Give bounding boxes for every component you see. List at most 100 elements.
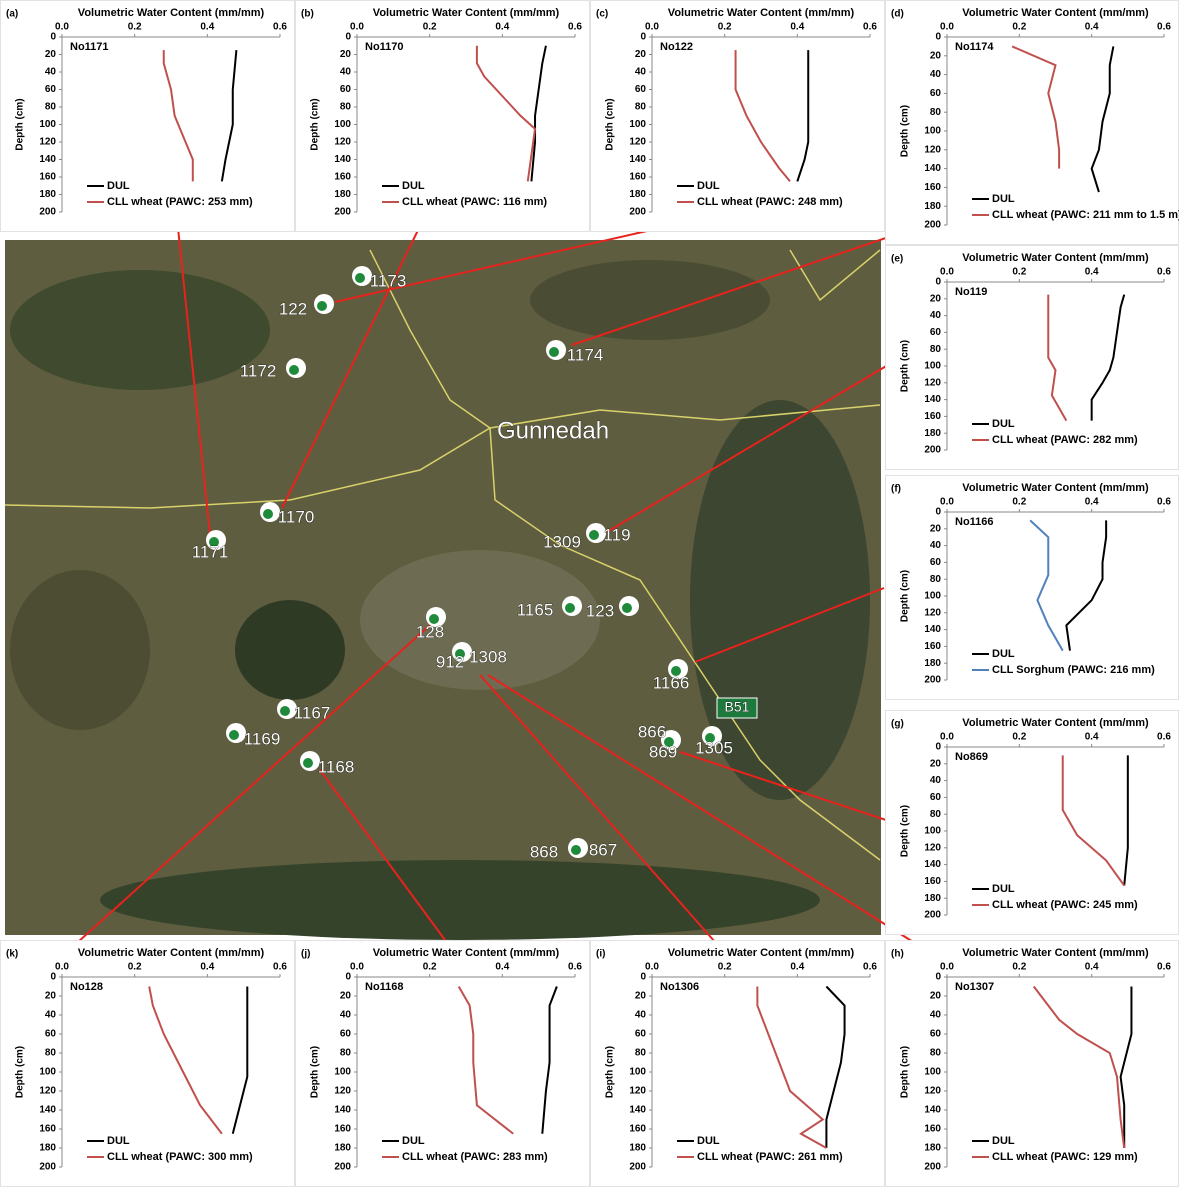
y-tick-label: 100	[39, 119, 56, 130]
y-tick-label: 60	[930, 88, 942, 99]
y-tick-label: 0	[50, 972, 56, 983]
site-marker-dot	[622, 603, 632, 613]
site-marker-dot	[263, 509, 273, 519]
site-label: No869	[955, 751, 988, 763]
legend-label: DUL	[107, 1135, 130, 1147]
site-marker-dot	[280, 706, 290, 716]
x-tick-label: 0.6	[1157, 497, 1171, 508]
x-tick-label: 0.2	[128, 22, 142, 33]
y-tick-label: 40	[45, 67, 57, 78]
y-tick-label: 40	[930, 1010, 942, 1021]
panel-letter: (i)	[596, 949, 605, 960]
chart-title: Volumetric Water Content (mm/mm)	[373, 7, 560, 19]
x-tick-label: 0.6	[863, 22, 877, 33]
chart-panel: (d)Volumetric Water Content (mm/mm)No117…	[886, 1, 1179, 245]
y-tick-label: 120	[629, 137, 646, 148]
y-tick-label: 120	[39, 137, 56, 148]
x-tick-label: 0.0	[940, 962, 954, 973]
panel-letter: (f)	[891, 484, 901, 495]
y-axis-label: Depth (cm)	[15, 98, 26, 150]
x-tick-label: 0.0	[350, 22, 364, 33]
legend-label: DUL	[402, 180, 425, 192]
y-tick-label: 100	[924, 591, 941, 602]
terrain	[10, 270, 270, 390]
x-tick-label: 0.0	[350, 962, 364, 973]
y-axis-label: Depth (cm)	[605, 1046, 616, 1098]
x-tick-label: 0.2	[718, 22, 732, 33]
y-tick-label: 160	[39, 1124, 56, 1135]
y-tick-label: 140	[924, 859, 941, 870]
legend-label: CLL wheat (PAWC: 245 mm)	[992, 899, 1138, 911]
panel-letter: (j)	[301, 949, 310, 960]
x-tick-label: 0.2	[1012, 732, 1026, 743]
site-label: No1166	[955, 516, 994, 528]
site-label: 1166	[653, 673, 690, 692]
panel-letter: (g)	[891, 719, 904, 730]
x-tick-label: 0.4	[1085, 962, 1099, 973]
y-tick-label: 160	[924, 641, 941, 652]
y-tick-label: 200	[924, 910, 941, 921]
chart-panel: (k)Volumetric Water Content (mm/mm)No128…	[1, 941, 295, 1187]
y-tick-label: 80	[340, 102, 352, 113]
y-tick-label: 80	[635, 102, 647, 113]
site-label: No1170	[365, 41, 404, 53]
site-marker-dot	[229, 730, 239, 740]
panel-letter: (e)	[891, 254, 903, 265]
y-tick-label: 180	[924, 1143, 941, 1154]
legend-label: CLL Sorghum (PAWC: 216 mm)	[992, 664, 1155, 676]
y-axis-label: Depth (cm)	[15, 1046, 26, 1098]
chart-title: Volumetric Water Content (mm/mm)	[78, 947, 265, 959]
site-label: No1168	[365, 981, 404, 993]
y-tick-label: 40	[635, 67, 647, 78]
y-tick-label: 140	[629, 154, 646, 165]
y-tick-label: 100	[39, 1067, 56, 1078]
x-tick-label: 0.4	[200, 962, 214, 973]
y-tick-label: 60	[45, 84, 57, 95]
site-label: 1305	[695, 738, 733, 757]
x-tick-label: 0.0	[645, 962, 659, 973]
y-tick-label: 100	[924, 361, 941, 372]
legend-label: DUL	[992, 193, 1015, 205]
y-tick-label: 40	[340, 67, 352, 78]
site-label: B51	[725, 699, 750, 715]
y-tick-label: 80	[930, 344, 942, 355]
y-tick-label: 20	[45, 49, 57, 60]
site-label: 868	[530, 842, 558, 861]
legend-label: DUL	[697, 1135, 720, 1147]
y-axis-label: Depth (cm)	[900, 570, 911, 622]
y-tick-label: 80	[45, 102, 57, 113]
y-tick-label: 20	[340, 991, 352, 1002]
y-tick-label: 20	[930, 991, 942, 1002]
terrain	[530, 260, 770, 340]
y-tick-label: 200	[334, 207, 351, 218]
legend-label: CLL wheat (PAWC: 283 mm)	[402, 1151, 548, 1163]
chart-title: Volumetric Water Content (mm/mm)	[78, 7, 265, 19]
terrain	[235, 600, 345, 700]
site-label: 1309	[543, 532, 581, 551]
site-label: 1165	[517, 600, 554, 619]
y-tick-label: 200	[629, 207, 646, 218]
y-tick-label: 100	[924, 1067, 941, 1078]
chart-panel: (f)Volumetric Water Content (mm/mm)No116…	[886, 476, 1179, 700]
site-label: No119	[955, 286, 987, 298]
y-tick-label: 20	[45, 991, 57, 1002]
x-tick-label: 0.2	[423, 962, 437, 973]
chart-title: Volumetric Water Content (mm/mm)	[962, 947, 1149, 959]
chart-title: Volumetric Water Content (mm/mm)	[962, 717, 1149, 729]
y-tick-label: 60	[930, 327, 942, 338]
y-tick-label: 40	[930, 540, 942, 551]
y-tick-label: 40	[930, 775, 942, 786]
y-tick-label: 20	[930, 758, 942, 769]
y-tick-label: 180	[924, 893, 941, 904]
y-tick-label: 80	[930, 107, 942, 118]
chart-panel: (a)Volumetric Water Content (mm/mm)No117…	[1, 1, 295, 232]
x-tick-label: 0.2	[128, 962, 142, 973]
y-tick-label: 160	[334, 172, 351, 183]
x-tick-label: 0.0	[940, 732, 954, 743]
chart-title: Volumetric Water Content (mm/mm)	[668, 947, 855, 959]
site-label: No1306	[660, 981, 699, 993]
site-marker-dot	[303, 758, 313, 768]
x-tick-label: 0.4	[495, 22, 509, 33]
y-tick-label: 80	[930, 809, 942, 820]
